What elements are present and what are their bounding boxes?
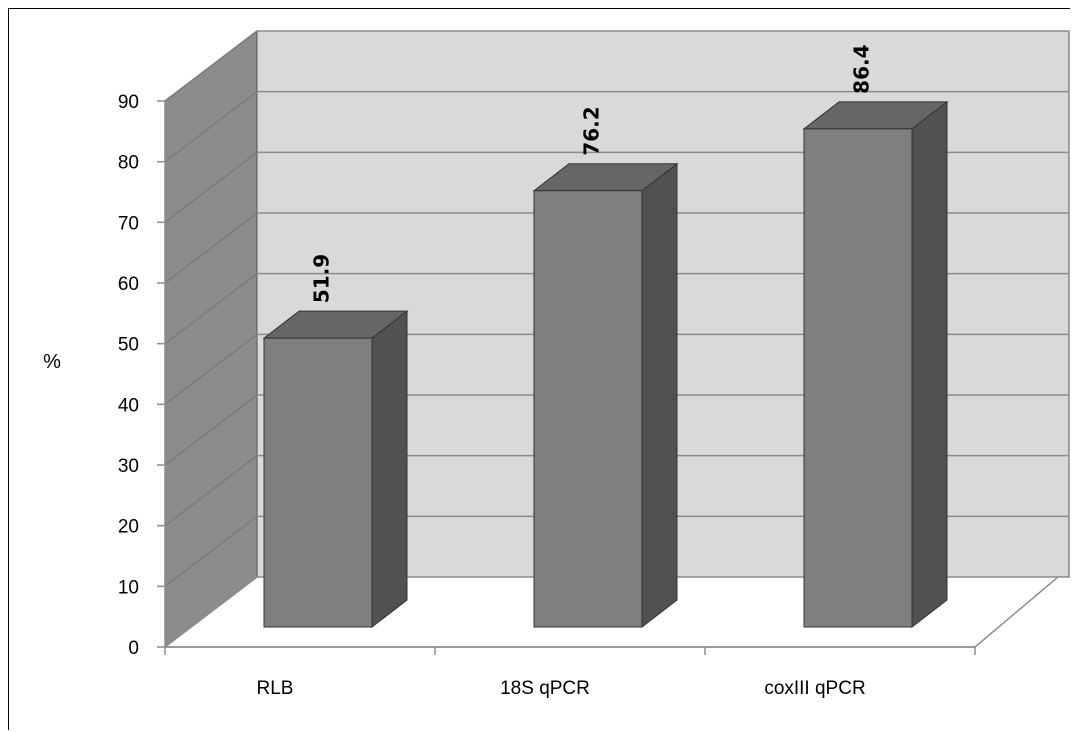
- x-tick-labels: RLB 18S qPCR coxIII qPCR: [257, 678, 866, 699]
- y-tick-label-10: 10: [118, 577, 139, 598]
- gridline-side: [164, 273, 258, 345]
- x-tick-label-1: 18S qPCR: [500, 678, 590, 699]
- bar-1: [533, 190, 643, 628]
- x-tick-label-0: RLB: [257, 678, 294, 699]
- gridline-side: [164, 91, 258, 163]
- bar-side-1: [641, 162, 678, 629]
- gridline-side: [164, 151, 258, 223]
- y-tick-label-40: 40: [118, 395, 139, 416]
- y-tick-label-0: 0: [128, 638, 139, 659]
- data-label-2: 86.4: [850, 44, 874, 93]
- data-label-1: 76.2: [580, 106, 604, 155]
- data-labels: 51.9 76.2 86.4: [310, 44, 874, 303]
- y-tick-label-70: 70: [118, 213, 139, 234]
- y-axis-title: %: [43, 351, 61, 373]
- bar-2: [803, 128, 913, 628]
- y-tick-label-20: 20: [118, 517, 139, 538]
- bars: [262, 100, 949, 629]
- side-wall: [164, 29, 258, 649]
- axes: [157, 100, 976, 655]
- gridline-side: [164, 30, 258, 102]
- bar-side-2: [911, 100, 948, 629]
- y-tick-label-50: 50: [118, 335, 139, 356]
- gridline-side: [164, 212, 258, 284]
- bar-0: [263, 337, 373, 628]
- chart-frame: [8, 8, 1070, 730]
- x-tick-label-2: coxIII qPCR: [764, 678, 865, 699]
- y-tick-label-30: 30: [118, 456, 139, 477]
- gridline-side: [164, 455, 258, 527]
- y-tick-label-80: 80: [118, 153, 139, 174]
- gridline-side: [164, 333, 258, 405]
- bar-side-0: [371, 310, 408, 629]
- y-tick-labels: 0 10 20 30 40 50 60 70 80 90: [118, 92, 139, 659]
- data-label-0: 51.9: [310, 254, 334, 303]
- y-tick-label-90: 90: [118, 92, 139, 113]
- y-tick-label-60: 60: [118, 274, 139, 295]
- gridline-side: [164, 394, 258, 466]
- gridline-side: [164, 515, 258, 587]
